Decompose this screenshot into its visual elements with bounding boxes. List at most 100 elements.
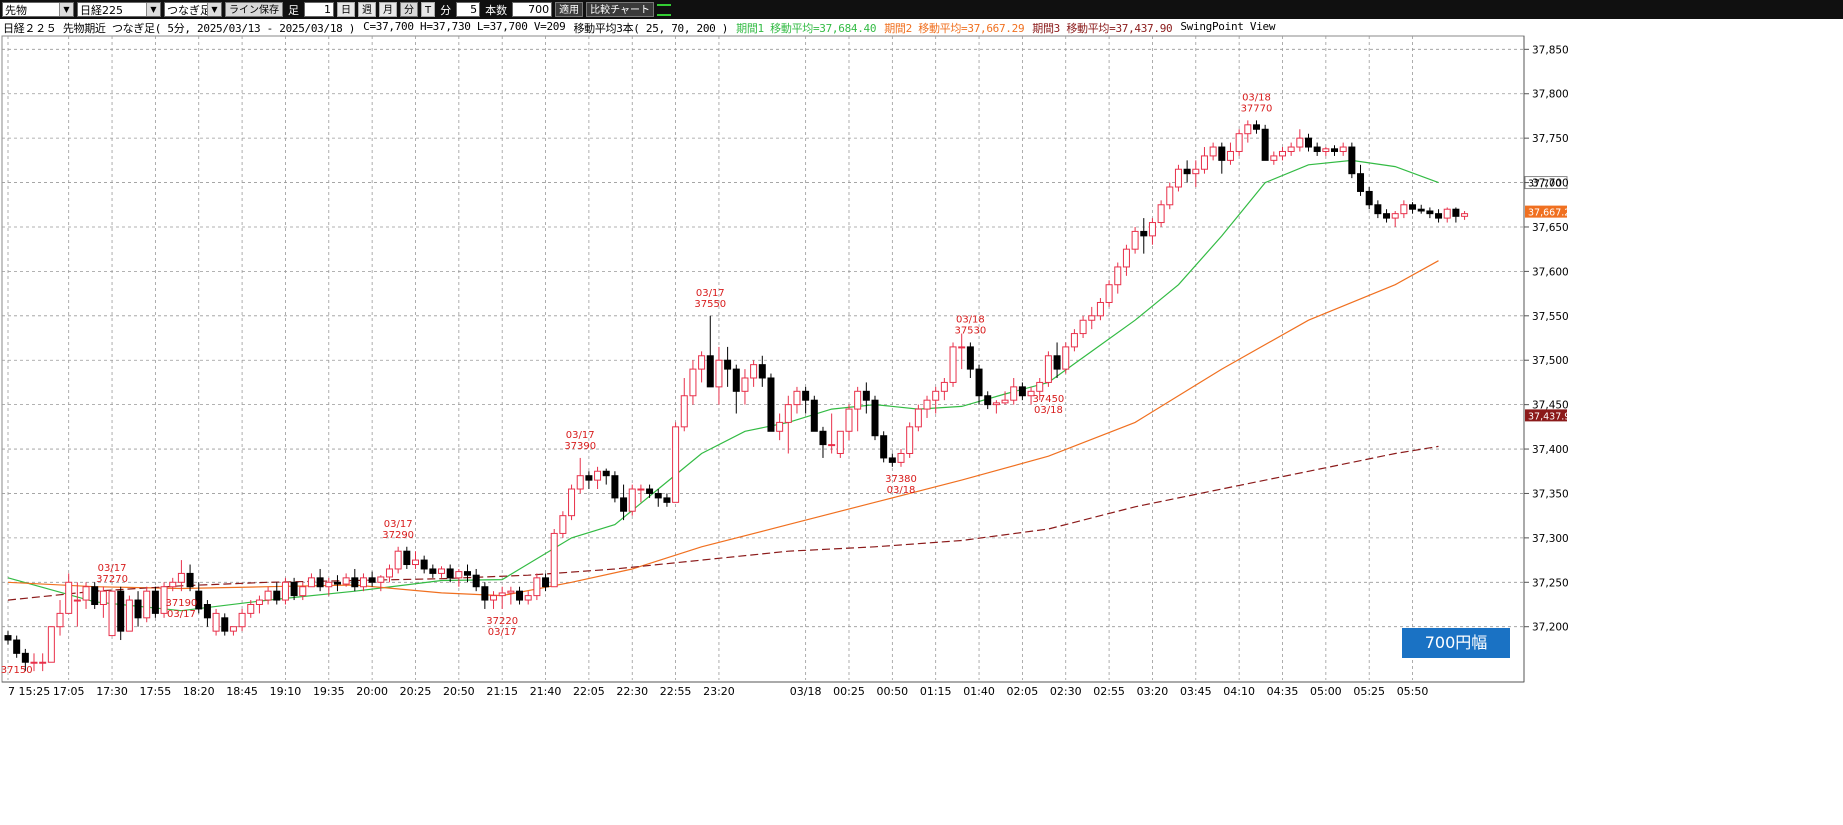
candle-body <box>888 457 896 463</box>
candle-body <box>359 577 367 588</box>
x-tick-label: 21:40 <box>530 685 562 698</box>
period-month-button[interactable]: 月 <box>379 2 397 17</box>
period-minute-button[interactable]: 分 <box>400 2 418 17</box>
x-tick-label: 21:15 <box>486 685 518 698</box>
chevron-down-icon[interactable]: ▼ <box>59 3 73 16</box>
indicator-icon[interactable] <box>657 3 672 16</box>
swing-price-label: 37390 <box>564 441 596 452</box>
period-week-button[interactable]: 週 <box>358 2 376 17</box>
candle-body <box>221 617 229 632</box>
candle-body <box>1357 173 1365 192</box>
candle-body <box>1070 333 1078 348</box>
candle-body <box>1426 210 1434 215</box>
chevron-down-icon[interactable]: ▼ <box>207 3 221 16</box>
compare-chart-button[interactable]: 比較チャート <box>586 2 655 17</box>
ma-value-tag <box>1525 409 1567 422</box>
ma2-readout: 期間2 移動平均=37,667.29 <box>884 22 1025 35</box>
candle-body <box>940 381 948 392</box>
candle-body <box>654 492 662 499</box>
candle-body <box>1027 390 1035 397</box>
candle-body <box>108 590 116 637</box>
swing-date-label: 03/17 <box>98 563 127 574</box>
swing-date-label: 03/17 <box>488 627 517 638</box>
candle-body <box>1461 213 1469 217</box>
chevron-down-icon[interactable]: ▼ <box>146 3 160 16</box>
toolbar: 先物 ▼ 日経225 ▼ つなぎ足 ▼ ライン保存 足 1 日 週 月 分 T … <box>0 0 1843 19</box>
candle-body <box>949 346 957 383</box>
bars-input[interactable]: 700 <box>512 2 553 17</box>
candle-body <box>1105 284 1113 303</box>
candle-body <box>394 550 402 570</box>
period-tick-button[interactable]: T <box>421 2 436 17</box>
candle-body <box>906 426 914 454</box>
ma-value-label: 37,667.29 <box>1528 208 1576 219</box>
swing-date-label: 03/17 <box>384 519 413 530</box>
market-select[interactable]: 先物 ▼ <box>2 2 74 17</box>
candle-body <box>1322 148 1330 152</box>
candle-body <box>82 586 90 601</box>
candle-body <box>238 612 246 628</box>
ma-value-label: 37,437.90 <box>1528 411 1576 422</box>
swing-labels: 3715003/17372703719003/1703/173729037220… <box>1 92 1273 675</box>
candle-body <box>663 497 671 503</box>
candle-body <box>1148 222 1156 237</box>
minute-input[interactable]: 5 <box>456 2 481 17</box>
candle-body <box>212 612 220 632</box>
candle-body <box>802 390 810 401</box>
candle-body <box>1252 124 1260 130</box>
x-tick-label: 01:15 <box>920 685 952 698</box>
x-tick-label: 20:00 <box>356 685 388 698</box>
bars-label: 本数 <box>485 3 508 17</box>
x-tick-label: 05:00 <box>1310 685 1342 698</box>
candle-body <box>689 368 697 397</box>
candle-body <box>550 532 558 588</box>
candle-body <box>594 470 602 481</box>
candle-body <box>559 515 567 534</box>
candle-body <box>1088 315 1096 321</box>
candle-body <box>464 571 472 576</box>
candle-body <box>472 574 480 588</box>
candle-body <box>1174 168 1182 188</box>
x-tick-label: 18:20 <box>183 685 215 698</box>
candle-body <box>1062 346 1070 370</box>
symbol-select[interactable]: 日経225 ▼ <box>77 2 161 17</box>
candle-body <box>1270 155 1278 161</box>
candle-body <box>264 590 272 601</box>
x-tick-label: 03:20 <box>1137 685 1169 698</box>
candle-body <box>481 586 489 601</box>
candle-body <box>1296 137 1304 148</box>
ma-value-label: 37,700 <box>1528 179 1561 190</box>
chart-type-select[interactable]: つなぎ足 ▼ <box>164 2 222 17</box>
swing-price-label: 37270 <box>96 574 128 585</box>
candle-body <box>1383 213 1391 219</box>
swing-date-label: 03/18 <box>1242 92 1271 103</box>
candle-body <box>932 390 940 401</box>
ashi-input[interactable]: 1 <box>304 2 334 17</box>
x-tick-label: 20:25 <box>400 685 432 698</box>
ma3-readout: 期間3 移動平均=37,437.90 <box>1032 22 1173 35</box>
candle-body <box>524 595 532 601</box>
x-tick-label: 17:55 <box>140 685 172 698</box>
candle-body <box>1278 150 1286 157</box>
candle-body <box>1183 168 1191 175</box>
ma-value-tag <box>1525 205 1567 218</box>
apply-button[interactable]: 適用 <box>555 2 584 17</box>
candle-body <box>186 572 194 588</box>
line-save-button[interactable]: ライン保存 <box>225 2 283 17</box>
symbol-select-value: 日経225 <box>80 3 123 17</box>
candle-body <box>117 590 125 632</box>
period-day-button[interactable]: 日 <box>337 2 355 17</box>
chart-header: 日経２２５ 先物期近 つなぎ足( 5分, 2025/03/13 - 2025/0… <box>3 20 1276 36</box>
candle-body <box>377 576 385 583</box>
candle-body <box>229 626 237 632</box>
ashi-label: 足 <box>288 3 299 17</box>
candle-body <box>1409 204 1417 210</box>
candle-body <box>195 590 203 610</box>
swing-price-label: 37220 <box>486 616 518 627</box>
candle-body <box>698 355 706 370</box>
candle-body <box>299 586 307 597</box>
ma1-readout: 期間1 移動平均=37,684.40 <box>736 22 877 35</box>
candle-body <box>1018 386 1026 397</box>
candle-body <box>862 390 870 401</box>
